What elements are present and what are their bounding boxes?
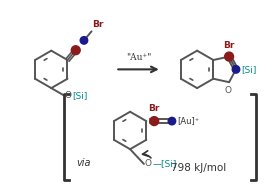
Text: [Au]⁺: [Au]⁺ <box>177 117 199 126</box>
Text: "Au⁺": "Au⁺" <box>126 53 151 63</box>
Text: [Si]: [Si] <box>72 91 87 101</box>
Circle shape <box>168 117 176 125</box>
Text: O: O <box>64 91 71 101</box>
Circle shape <box>232 66 240 73</box>
Circle shape <box>80 37 88 44</box>
Text: 798 kJ/mol: 798 kJ/mol <box>171 163 227 173</box>
Text: [Si]: [Si] <box>241 65 256 74</box>
Circle shape <box>71 46 80 55</box>
Circle shape <box>150 117 159 125</box>
Text: Br: Br <box>223 41 235 50</box>
Text: —[Si]: —[Si] <box>153 160 177 168</box>
Text: via: via <box>76 158 90 168</box>
Text: O: O <box>145 160 152 168</box>
Text: O: O <box>225 86 232 95</box>
Circle shape <box>225 52 233 61</box>
Text: Br: Br <box>148 104 160 113</box>
Text: Br: Br <box>93 20 104 29</box>
